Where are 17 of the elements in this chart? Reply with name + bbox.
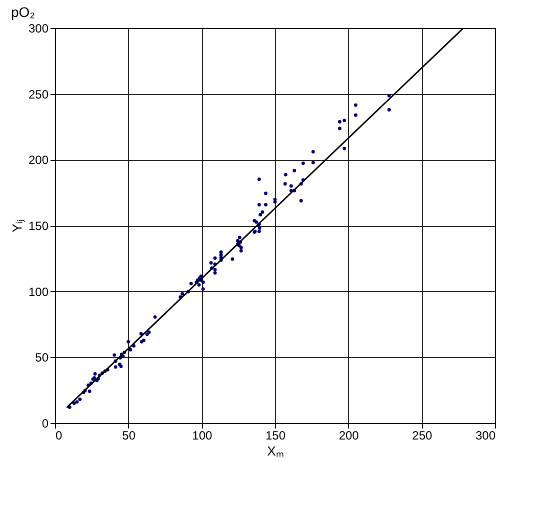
y-tick-label: 150 xyxy=(28,219,49,233)
x-tick-label: 200 xyxy=(338,428,360,442)
x-axis-title: Xₘ xyxy=(267,444,284,458)
x-tick-label: 250 xyxy=(412,428,432,442)
x-tick-label: 100 xyxy=(192,428,212,442)
y-tick-label: 200 xyxy=(28,153,49,168)
x-tick-label: 150 xyxy=(265,428,286,442)
x-tick-label: 300 xyxy=(475,428,496,442)
y-tick-label: 250 xyxy=(28,87,49,102)
x-tick-label: 50 xyxy=(122,428,136,442)
x-tick-label: 0 xyxy=(56,428,62,442)
y-tick-label: 300 xyxy=(28,22,49,36)
y-tick-label: 0 xyxy=(42,416,49,430)
y-axis-title: Yᵢⱼ xyxy=(9,220,26,232)
y-tick-label: 100 xyxy=(28,284,49,299)
y-tick-label: 50 xyxy=(35,350,49,365)
chart-title: pO₂ xyxy=(10,4,36,20)
